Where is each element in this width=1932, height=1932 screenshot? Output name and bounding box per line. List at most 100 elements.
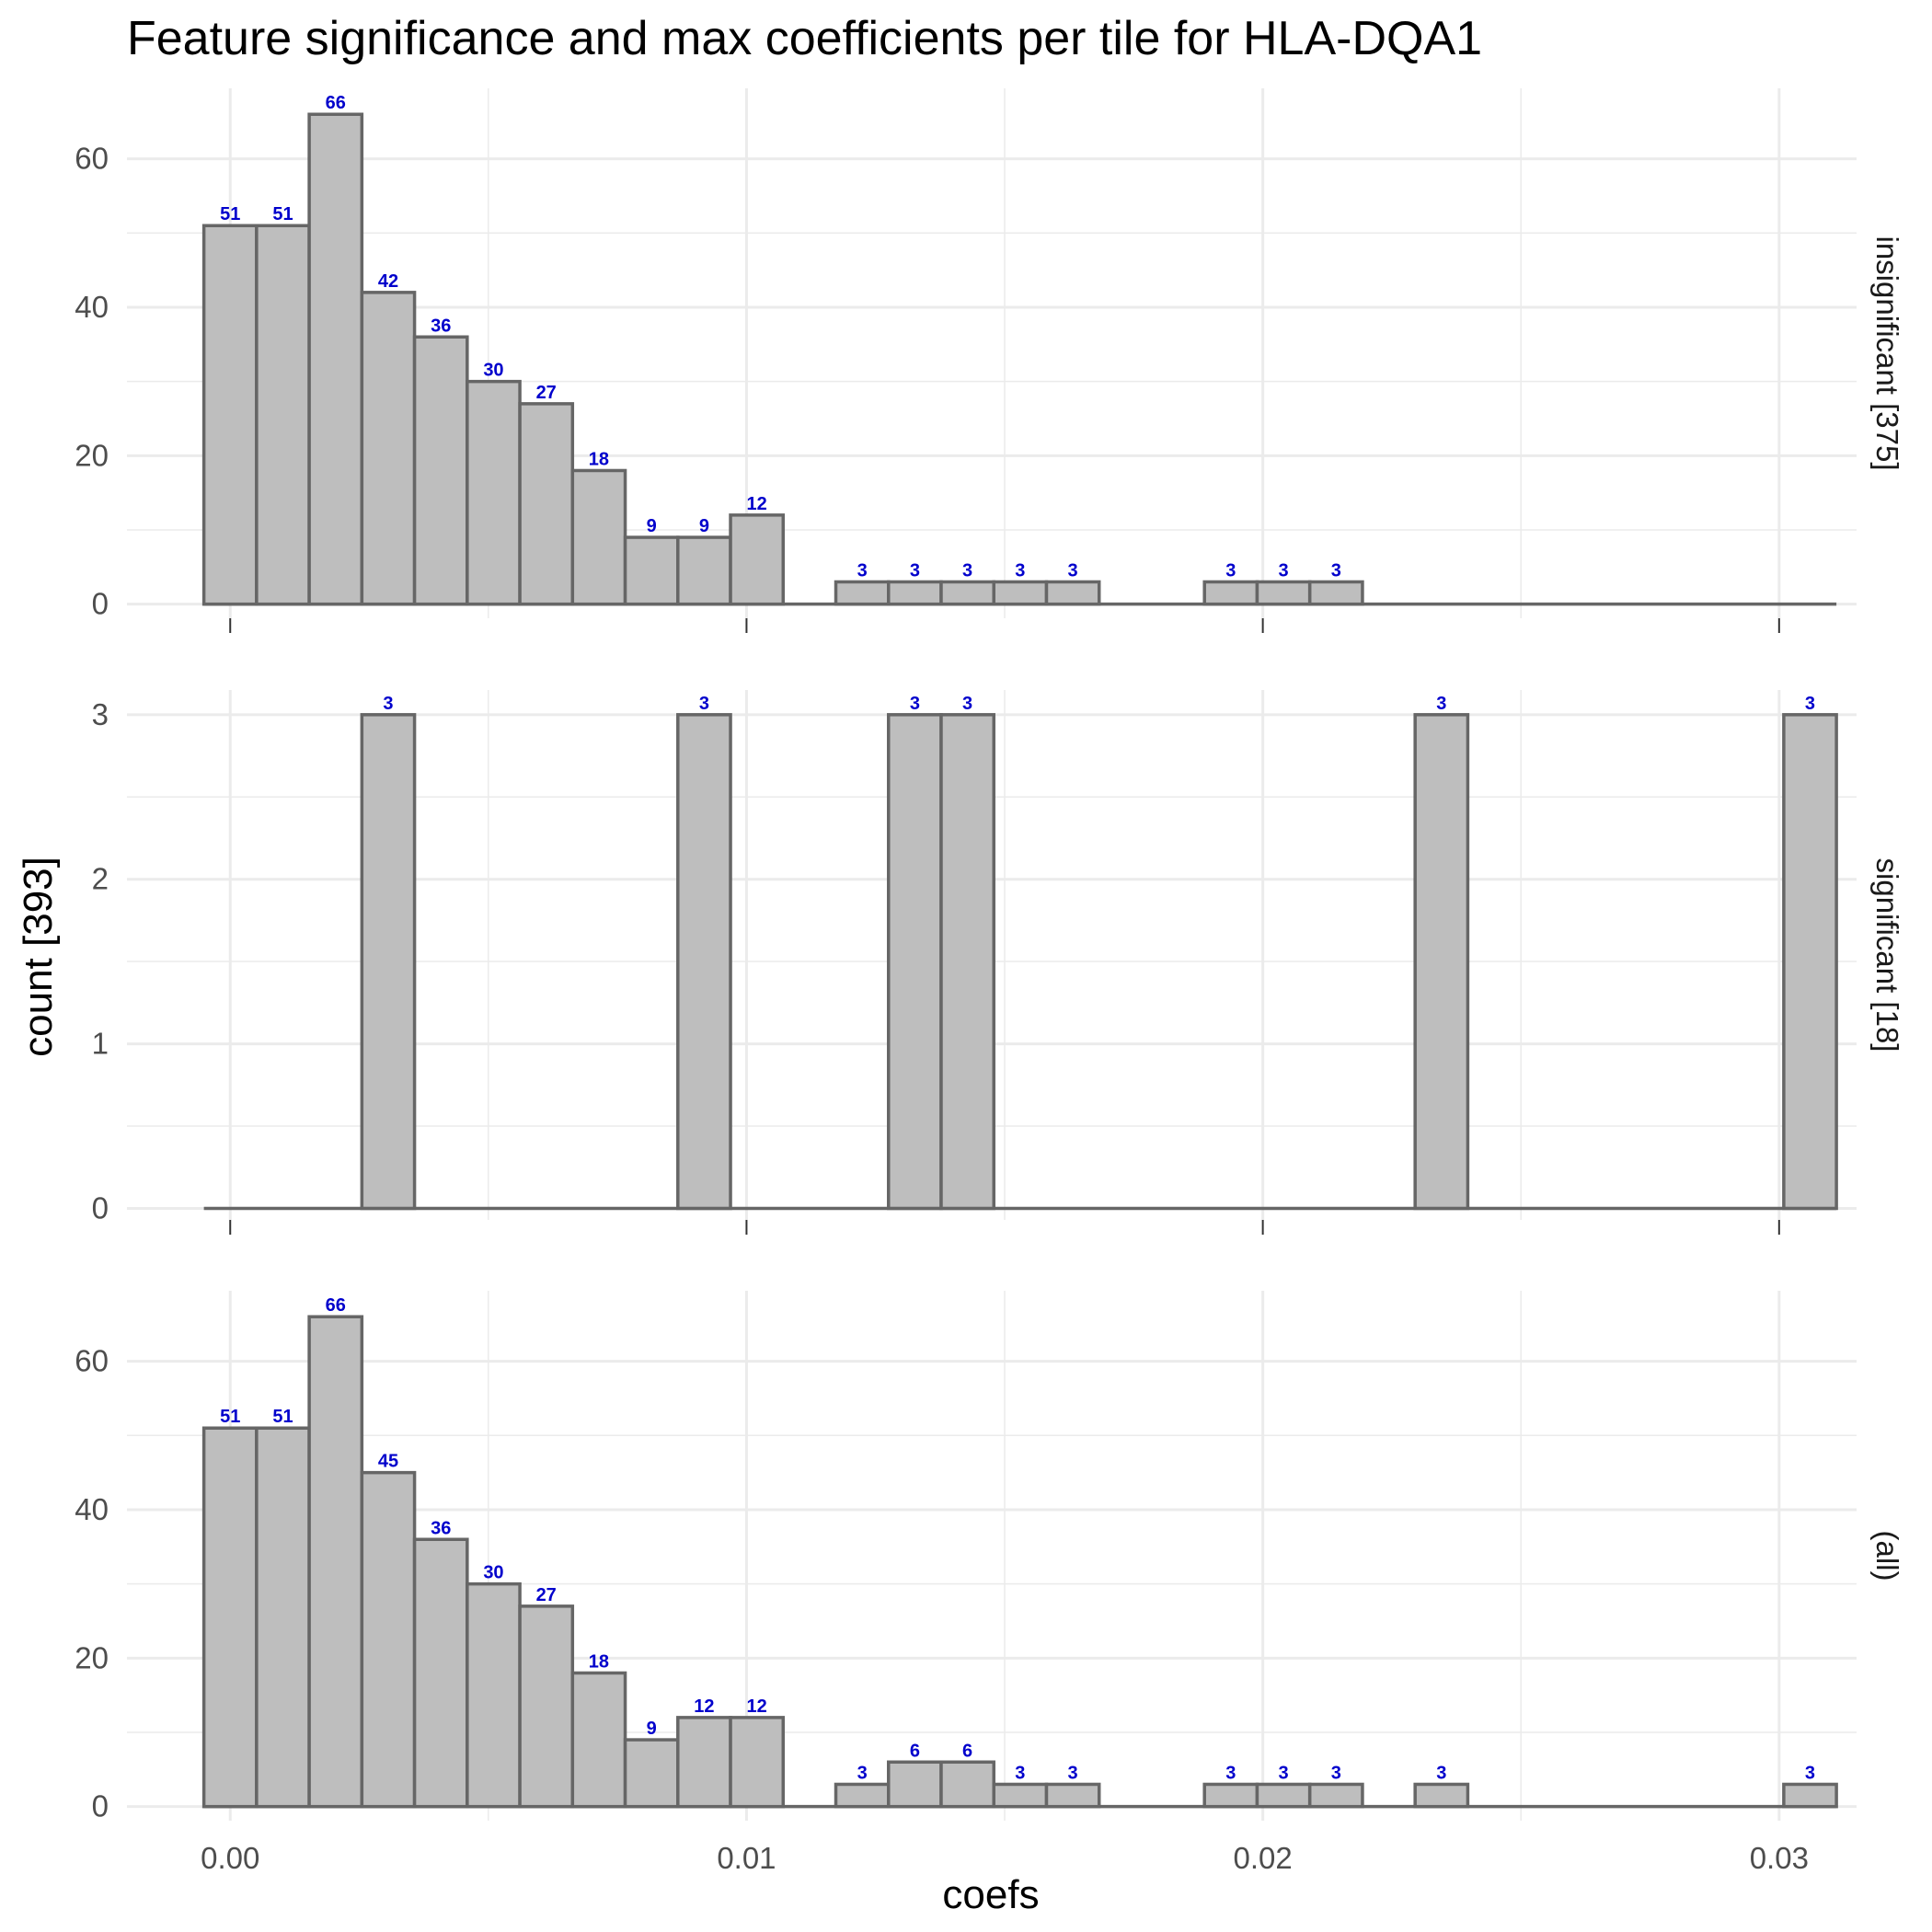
- bar-count-label: 36: [431, 316, 451, 336]
- x-tick-label: 0.03: [1750, 1841, 1809, 1875]
- bar-count-label: 3: [1279, 560, 1289, 581]
- bar-count-label: 3: [699, 694, 709, 714]
- x-axis: 0.00 0.01 0.02 0.03: [201, 1841, 1809, 1875]
- bar-count-label: 3: [1068, 560, 1078, 581]
- x-axis-title: coefs: [942, 1872, 1039, 1917]
- histogram-bar: [834, 580, 891, 606]
- bar-count-label: 3: [1068, 1763, 1078, 1783]
- histogram-bar: [623, 535, 680, 606]
- histogram-bar: [1782, 713, 1838, 1211]
- histogram-bar: [255, 1426, 311, 1809]
- bar-count-label: 3: [1015, 560, 1025, 581]
- histogram-bar: [1413, 713, 1470, 1211]
- bar-count-label: 3: [910, 560, 920, 581]
- bar-count-label: 9: [647, 1719, 657, 1739]
- histogram-bar: [729, 513, 786, 606]
- bar-count-label: 3: [857, 1763, 868, 1783]
- bar-count-label: 9: [699, 516, 709, 536]
- bar-count-label: 6: [910, 1741, 920, 1761]
- histogram-bar: [1044, 1782, 1101, 1809]
- facet-strip-label: significant [18]: [1870, 858, 1904, 1052]
- y-tick-label: 2: [92, 862, 109, 896]
- bar-count-label: 30: [483, 361, 503, 381]
- histogram-bar: [623, 1738, 680, 1809]
- facet-panel-1: 0 20 40 60 51 51 66 42 36 30 27 18 9 9 12 3 3 3 3 3 3 3 3 insig…: [75, 88, 1904, 633]
- x-tick-label: 0.00: [201, 1841, 259, 1875]
- histogram-bar: [834, 1782, 891, 1809]
- histogram-bar: [992, 1782, 1049, 1809]
- bar-count-label: 3: [962, 560, 972, 581]
- histogram-bar: [887, 580, 943, 606]
- histogram-bar: [1307, 1782, 1364, 1809]
- bar-count-label: 3: [1225, 1763, 1236, 1783]
- bar-count-label: 66: [326, 93, 346, 113]
- histogram-bar: [360, 291, 417, 606]
- bar-count-label: 27: [536, 383, 557, 403]
- histogram-bar: [201, 1426, 259, 1809]
- y-tick-label: 60: [75, 1344, 109, 1378]
- bar-count-label: 3: [1279, 1763, 1289, 1783]
- histogram-bar: [570, 468, 627, 606]
- bar-count-label: 18: [589, 449, 609, 469]
- y-tick-label: 60: [75, 142, 109, 176]
- bar-count-label: 51: [220, 204, 240, 224]
- x-tick-label: 0.01: [717, 1841, 776, 1875]
- bar-count-label: 3: [910, 694, 920, 714]
- facet-strip-label: insignificant [375]: [1870, 236, 1904, 471]
- histogram-bar: [1255, 580, 1312, 606]
- histogram-bar: [939, 580, 995, 606]
- histogram-bar: [1307, 580, 1364, 606]
- bar-count-label: 42: [378, 271, 398, 292]
- histogram-bar: [518, 1604, 575, 1809]
- histogram-bar: [201, 224, 259, 606]
- bar-count-label: 51: [272, 204, 293, 224]
- bar-count-label: 3: [1805, 1763, 1815, 1783]
- histogram-bar: [1782, 1782, 1838, 1809]
- bar-count-label: 3: [1331, 560, 1341, 581]
- bar-count-label: 27: [536, 1585, 557, 1605]
- histogram-bar: [518, 402, 575, 606]
- histogram-bar: [1255, 1782, 1312, 1809]
- histogram-bar: [676, 1716, 732, 1809]
- bar-count-label: 51: [272, 1407, 293, 1427]
- histogram-bar: [1202, 580, 1259, 606]
- histogram-bar: [466, 1581, 522, 1809]
- histogram-bar: [1044, 580, 1101, 606]
- bar-count-label: 6: [962, 1741, 972, 1761]
- histogram-bar: [360, 1470, 417, 1809]
- y-tick-label: 0: [92, 587, 109, 621]
- bar-count-label: 18: [589, 1651, 609, 1672]
- bar-count-label: 9: [647, 516, 657, 536]
- y-tick-label: 40: [75, 1492, 109, 1526]
- histogram-bar: [1202, 1782, 1259, 1809]
- histogram-bar: [676, 535, 732, 606]
- y-tick-label: 20: [75, 1640, 109, 1674]
- bar-count-label: 12: [747, 494, 767, 514]
- histogram-bar: [887, 713, 943, 1211]
- histogram-bar: [887, 1760, 943, 1809]
- bar-count-label: 30: [483, 1563, 503, 1583]
- histogram-bar: [1413, 1782, 1470, 1809]
- y-tick-label: 3: [92, 697, 109, 731]
- bar-count-label: 66: [326, 1295, 346, 1316]
- bar-count-label: 3: [1436, 1763, 1446, 1783]
- bar-count-label: 3: [1015, 1763, 1025, 1783]
- facet-strip-label: (all): [1870, 1531, 1904, 1581]
- bar-count-label: 12: [694, 1696, 714, 1717]
- x-tick-label: 0.02: [1234, 1841, 1293, 1875]
- histogram-bar: [412, 335, 469, 606]
- histogram-bar: [676, 713, 732, 1211]
- y-tick-label: 20: [75, 438, 109, 472]
- chart-title: Feature significance and max coefficient…: [127, 12, 1482, 65]
- histogram-bar: [570, 1671, 627, 1809]
- bar-count-label: 3: [962, 694, 972, 714]
- y-axis-title: count [393]: [16, 857, 61, 1057]
- histogram-bar: [729, 1716, 786, 1809]
- histogram-bar: [992, 580, 1049, 606]
- bar-count-label: 3: [1331, 1763, 1341, 1783]
- bar-count-label: 36: [431, 1518, 451, 1538]
- y-tick-label: 40: [75, 290, 109, 324]
